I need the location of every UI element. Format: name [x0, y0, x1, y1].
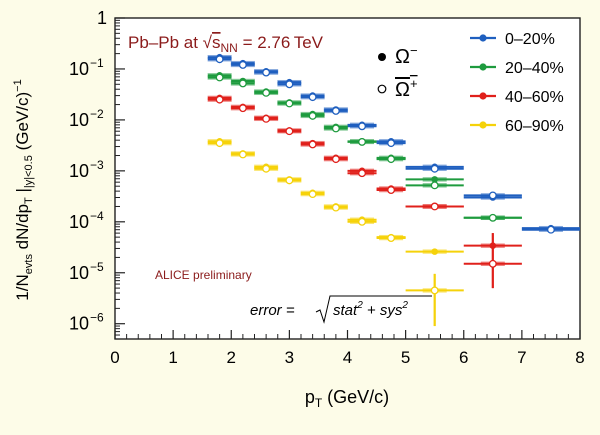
x-tick-label: 4: [343, 348, 352, 367]
omega-plus-point: [387, 186, 396, 195]
x-tick-label: 5: [401, 348, 410, 367]
series-3: [207, 138, 464, 327]
omega-plus-point: [238, 104, 247, 113]
omega-minus-marker: [378, 53, 386, 61]
omega-plus-label: Ω+: [395, 76, 418, 101]
omega-plus-point: [488, 191, 497, 200]
x-tick-label: 1: [168, 348, 177, 367]
x-tick-label: 0: [110, 348, 119, 367]
x-axis-title: pT (GeV/c): [305, 387, 389, 410]
omega-plus-point: [331, 106, 340, 115]
omega-plus-point: [285, 80, 294, 89]
omega-plus-point: [215, 55, 224, 64]
omega-plus-point: [358, 217, 366, 226]
legend-label: 40–60%: [505, 89, 564, 106]
omega-plus-point: [488, 213, 497, 222]
omega-minus-label: Ω−: [395, 43, 418, 68]
y-tick-exponent: −1: [90, 56, 104, 70]
x-tick-label: 2: [227, 348, 236, 367]
omega-plus-point: [285, 176, 294, 185]
y-tick-exponent: −4: [90, 209, 104, 223]
error-formula-rhs: stat2 + sys2: [333, 300, 408, 319]
series-2: [207, 94, 522, 289]
y-tick-label: 10: [69, 161, 89, 181]
y-tick-label: 10: [69, 59, 89, 79]
omega-plus-point: [238, 60, 247, 69]
omega-plus-point: [430, 286, 439, 295]
omega-plus-point: [358, 122, 366, 131]
y-tick-label: 10: [69, 263, 89, 283]
legend-label: 0–20%: [505, 31, 555, 48]
legend-label: 20–40%: [505, 60, 564, 77]
omega-plus-point: [387, 139, 396, 148]
particle-legend: Ω− Ω+: [377, 43, 418, 101]
series-1: [207, 72, 522, 222]
omega-plus-point: [308, 111, 317, 120]
omega-plus-marker: [377, 84, 387, 94]
y-tick-exponent: −2: [90, 107, 104, 121]
y-tick-exponent: −3: [90, 158, 104, 172]
omega-plus-point: [215, 73, 224, 82]
y-tick-label: 1: [97, 8, 107, 28]
centrality-legend: 0–20% 20–40% 40–60% 60–90%: [470, 31, 564, 135]
sqrt-sign: [315, 295, 432, 324]
legend-marker: [479, 121, 487, 129]
omega-plus-point: [238, 150, 247, 159]
omega-plus-point: [358, 169, 366, 178]
omega-minus-point: [431, 176, 438, 183]
series-0: [207, 53, 580, 234]
omega-plus-point: [430, 164, 439, 173]
omega-plus-point: [387, 155, 396, 164]
chart-title: Pb–Pb at √sNN = 2.76 TeV: [128, 33, 324, 55]
omega-plus-point: [387, 234, 396, 243]
omega-plus-point: [331, 203, 340, 212]
omega-plus-point: [262, 68, 271, 77]
data-series: [207, 53, 580, 327]
omega-plus-point: [238, 79, 247, 88]
legend-marker: [479, 92, 487, 100]
omega-minus-point: [431, 248, 438, 255]
omega-plus-point: [285, 99, 294, 108]
legend-label: 60–90%: [505, 118, 564, 135]
omega-plus-point: [262, 164, 271, 173]
omega-plus-point: [215, 139, 224, 148]
legend-marker: [479, 63, 487, 71]
omega-plus-point: [308, 140, 317, 149]
omega-plus-point: [430, 202, 439, 211]
y-tick-label: 10: [69, 212, 89, 232]
x-tick-label: 7: [517, 348, 526, 367]
x-tick-label: 3: [285, 348, 294, 367]
omega-plus-point: [488, 259, 497, 268]
omega-plus-point: [331, 124, 340, 133]
omega-plus-point: [262, 88, 271, 97]
omega-plus-point: [430, 181, 439, 190]
error-formula: error = stat2 + sys2: [250, 295, 432, 324]
omega-plus-point: [308, 93, 317, 102]
omega-plus-point: [285, 127, 294, 136]
legend-marker: [479, 34, 487, 42]
y-tick-label: 10: [69, 110, 89, 130]
omega-plus-point: [331, 155, 340, 164]
omega-plus-point: [546, 225, 555, 234]
error-formula-lhs: error =: [250, 302, 295, 319]
y-tick-exponent: −6: [90, 311, 104, 325]
y-tick-label: 10: [69, 314, 89, 334]
omega-plus-point: [215, 95, 224, 104]
x-tick-label: 6: [459, 348, 468, 367]
omega-plus-point: [358, 137, 366, 146]
y-tick-exponent: −5: [90, 260, 104, 274]
y-axis-title: 1/Nevts dN/dpT ||y|<0.5 (GeV/c)−1: [12, 79, 35, 300]
alice-preliminary: ALICE preliminary: [155, 268, 252, 282]
plot-frame: [114, 17, 581, 340]
omega-plus-point: [262, 114, 271, 123]
omega-plus-point: [308, 190, 317, 199]
x-tick-label: 8: [575, 348, 584, 367]
